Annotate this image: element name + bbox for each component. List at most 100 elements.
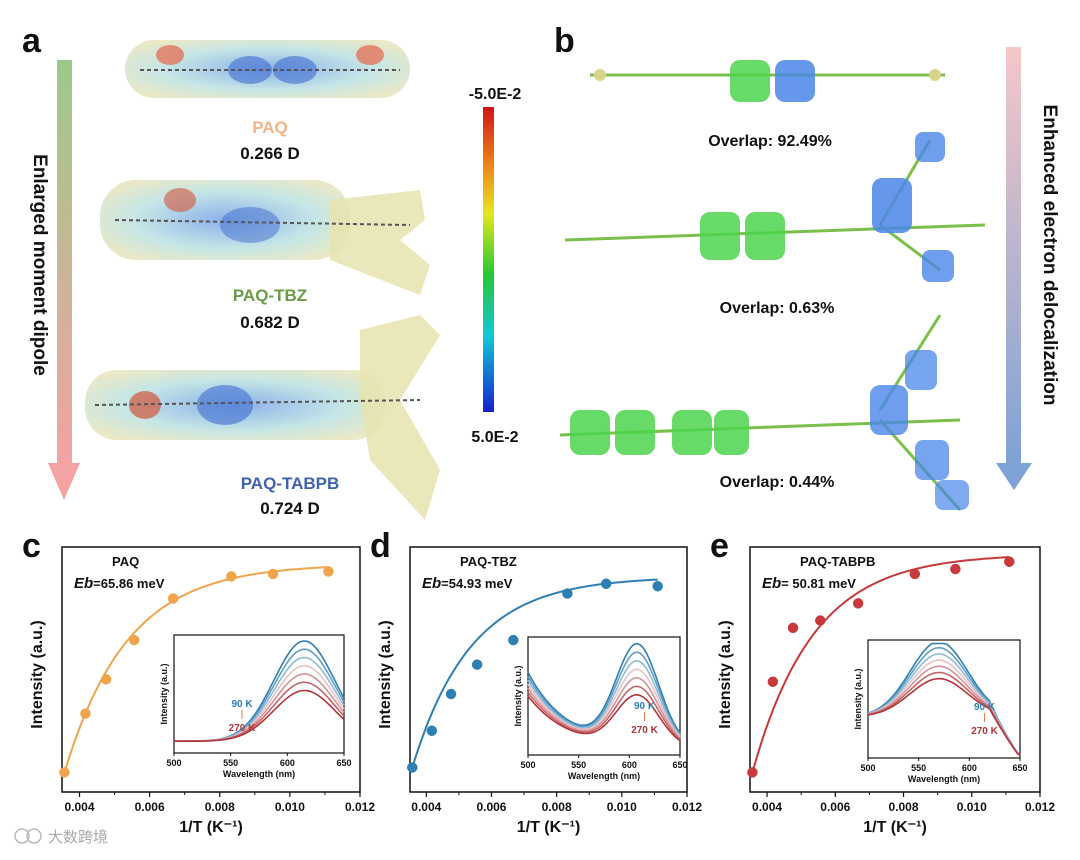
eb-value: =65.86 meV	[93, 576, 165, 591]
inset-x-axis-label: Wavelength (nm)	[908, 774, 980, 784]
overlap-label-2: Overlap: 0.63%	[720, 300, 835, 317]
molecule-paq-esp-map	[125, 40, 410, 98]
inset-tick-label: 500	[520, 760, 535, 770]
inset-tick-label: 550	[571, 760, 586, 770]
data-point	[426, 725, 438, 736]
data-point	[562, 588, 573, 599]
molecule-name-paq-tabpb: PAQ-TABPB	[241, 474, 340, 493]
panel-e-label: e	[710, 527, 729, 565]
overlap-label-3: Overlap: 0.44%	[720, 474, 835, 491]
x-tick-label: 0.004	[411, 800, 441, 814]
spectrum-line	[527, 693, 681, 742]
binding-energy-label: Eb=54.93 meV	[422, 575, 513, 592]
data-point	[100, 674, 112, 685]
x-axis-label: 1/T (K⁻¹)	[863, 819, 927, 836]
x-tick-label: 0.004	[65, 800, 95, 814]
inset-x-axis-label: Wavelength (nm)	[568, 771, 640, 781]
orbital-structure-3	[559, 314, 969, 511]
spectrum-line	[527, 651, 681, 735]
data-point	[600, 578, 612, 589]
inset-tick-label: 650	[336, 758, 351, 768]
plot-frame	[749, 546, 1041, 793]
eb-value: =54.93 meV	[441, 576, 513, 591]
spectrum-line	[527, 642, 681, 734]
x-tick-label: 0.010	[957, 800, 987, 814]
panel-b-label: b	[554, 22, 575, 60]
orbital-structure-2	[564, 132, 986, 282]
inset-spectrum: 500 550 600 650 Wavelength (nm) Intensity (a.…	[853, 639, 1028, 784]
chart-title: PAQ-TBZ	[460, 554, 517, 569]
data-point	[80, 708, 91, 719]
inset-tick-label: 550	[911, 763, 926, 773]
data-point	[407, 762, 418, 773]
dipole-arrow-label: Enlarged moment dipole	[29, 154, 50, 376]
spectrum-line	[867, 677, 1021, 757]
temperature-high-label: 90 K	[231, 699, 253, 710]
eb-symbol: Eb	[74, 575, 93, 592]
data-point	[787, 622, 799, 634]
temperature-low-label: 270 K	[229, 723, 256, 734]
scale-top-label: -5.0E-2	[469, 86, 522, 103]
data-point	[226, 571, 237, 582]
orbital-structure-1	[590, 60, 945, 102]
chart-e: e 0.004 0.006 0.008 0.010 0.012 1/T (K⁻¹) Inten…	[710, 527, 1055, 836]
delocalization-arrow	[996, 47, 1032, 490]
x-tick-label: 0.006	[476, 800, 506, 814]
scale-bottom-label: 5.0E-2	[471, 429, 518, 446]
plot-frame	[409, 546, 688, 793]
inset-y-axis-label: Intensity (a.u.)	[853, 668, 863, 729]
esp-color-scale	[483, 107, 494, 412]
y-axis-label: Intensity (a.u.)	[29, 620, 46, 728]
molecule-name-paq-tbz: PAQ-TBZ	[233, 286, 307, 305]
inset-y-axis-label: Intensity (a.u.)	[159, 663, 169, 724]
data-point	[652, 580, 663, 592]
inset-tick-label: 600	[962, 763, 977, 773]
spectrum-line	[174, 689, 345, 743]
fit-curve	[411, 578, 658, 768]
inset-tick-label: 650	[672, 760, 687, 770]
inset-frame	[173, 634, 345, 754]
temperature-high-label: 90 K	[974, 702, 996, 713]
panel-a-label: a	[22, 22, 42, 60]
y-axis-label: Intensity (a.u.)	[717, 620, 734, 728]
x-axis-label: 1/T (K⁻¹)	[517, 819, 581, 836]
data-point	[267, 568, 279, 580]
chart-d: d 0.004 0.006 0.008 0.010 0.012 1/T (K⁻¹) Inten…	[370, 527, 702, 836]
inset-spectrum: 500 550 600 650 Wavelength (nm) Intensity (a.…	[159, 634, 352, 779]
data-point	[167, 593, 179, 604]
chart-c: c 0.004 0.006 0.008 0.010 0.012 1/T (K⁻¹) Inten…	[22, 527, 375, 836]
data-point	[59, 767, 70, 778]
fit-curve	[751, 556, 1010, 773]
molecule-paq-tabpb-esp-map	[85, 315, 440, 520]
eb-symbol: Eb	[762, 575, 781, 592]
temperature-low-label: 270 K	[631, 725, 658, 736]
overlap-label-1: Overlap: 92.49%	[708, 133, 832, 150]
panel-d-label: d	[370, 527, 391, 565]
inset-tick-label: 600	[622, 760, 637, 770]
fit-curve	[63, 566, 329, 773]
data-point	[1004, 556, 1015, 567]
x-tick-label: 0.008	[205, 800, 235, 814]
watermark-text: 大数跨境	[48, 828, 108, 846]
panel-a: a Enlarged moment dipole PAQ 0.266 D PAQ…	[22, 22, 521, 520]
x-tick-label: 0.006	[135, 800, 165, 814]
temperature-dependent-charts: c 0.004 0.006 0.008 0.010 0.012 1/T (K⁻¹) Inten…	[22, 527, 1055, 836]
x-tick-label: 0.010	[275, 800, 305, 814]
data-point	[128, 634, 140, 646]
y-axis-label: Intensity (a.u.)	[377, 620, 394, 728]
panel-b: b Overlap: 92.49% Overlap: 0.63%	[554, 22, 1060, 511]
panel-c-label: c	[22, 527, 41, 565]
x-tick-label: 0.012	[1025, 800, 1055, 814]
data-point	[767, 676, 779, 687]
chart-title: PAQ-TABPB	[800, 554, 875, 569]
temperature-high-label: 90 K	[634, 701, 656, 712]
dipole-value-paq: 0.266 D	[240, 144, 300, 163]
x-tick-label: 0.008	[542, 800, 572, 814]
dipole-arrow	[48, 60, 80, 500]
temperature-low-label: 270 K	[971, 726, 998, 737]
data-point	[852, 598, 864, 609]
binding-energy-label: Eb= 50.81 meV	[762, 575, 856, 592]
spectrum-line	[527, 668, 681, 738]
x-tick-label: 0.010	[607, 800, 637, 814]
